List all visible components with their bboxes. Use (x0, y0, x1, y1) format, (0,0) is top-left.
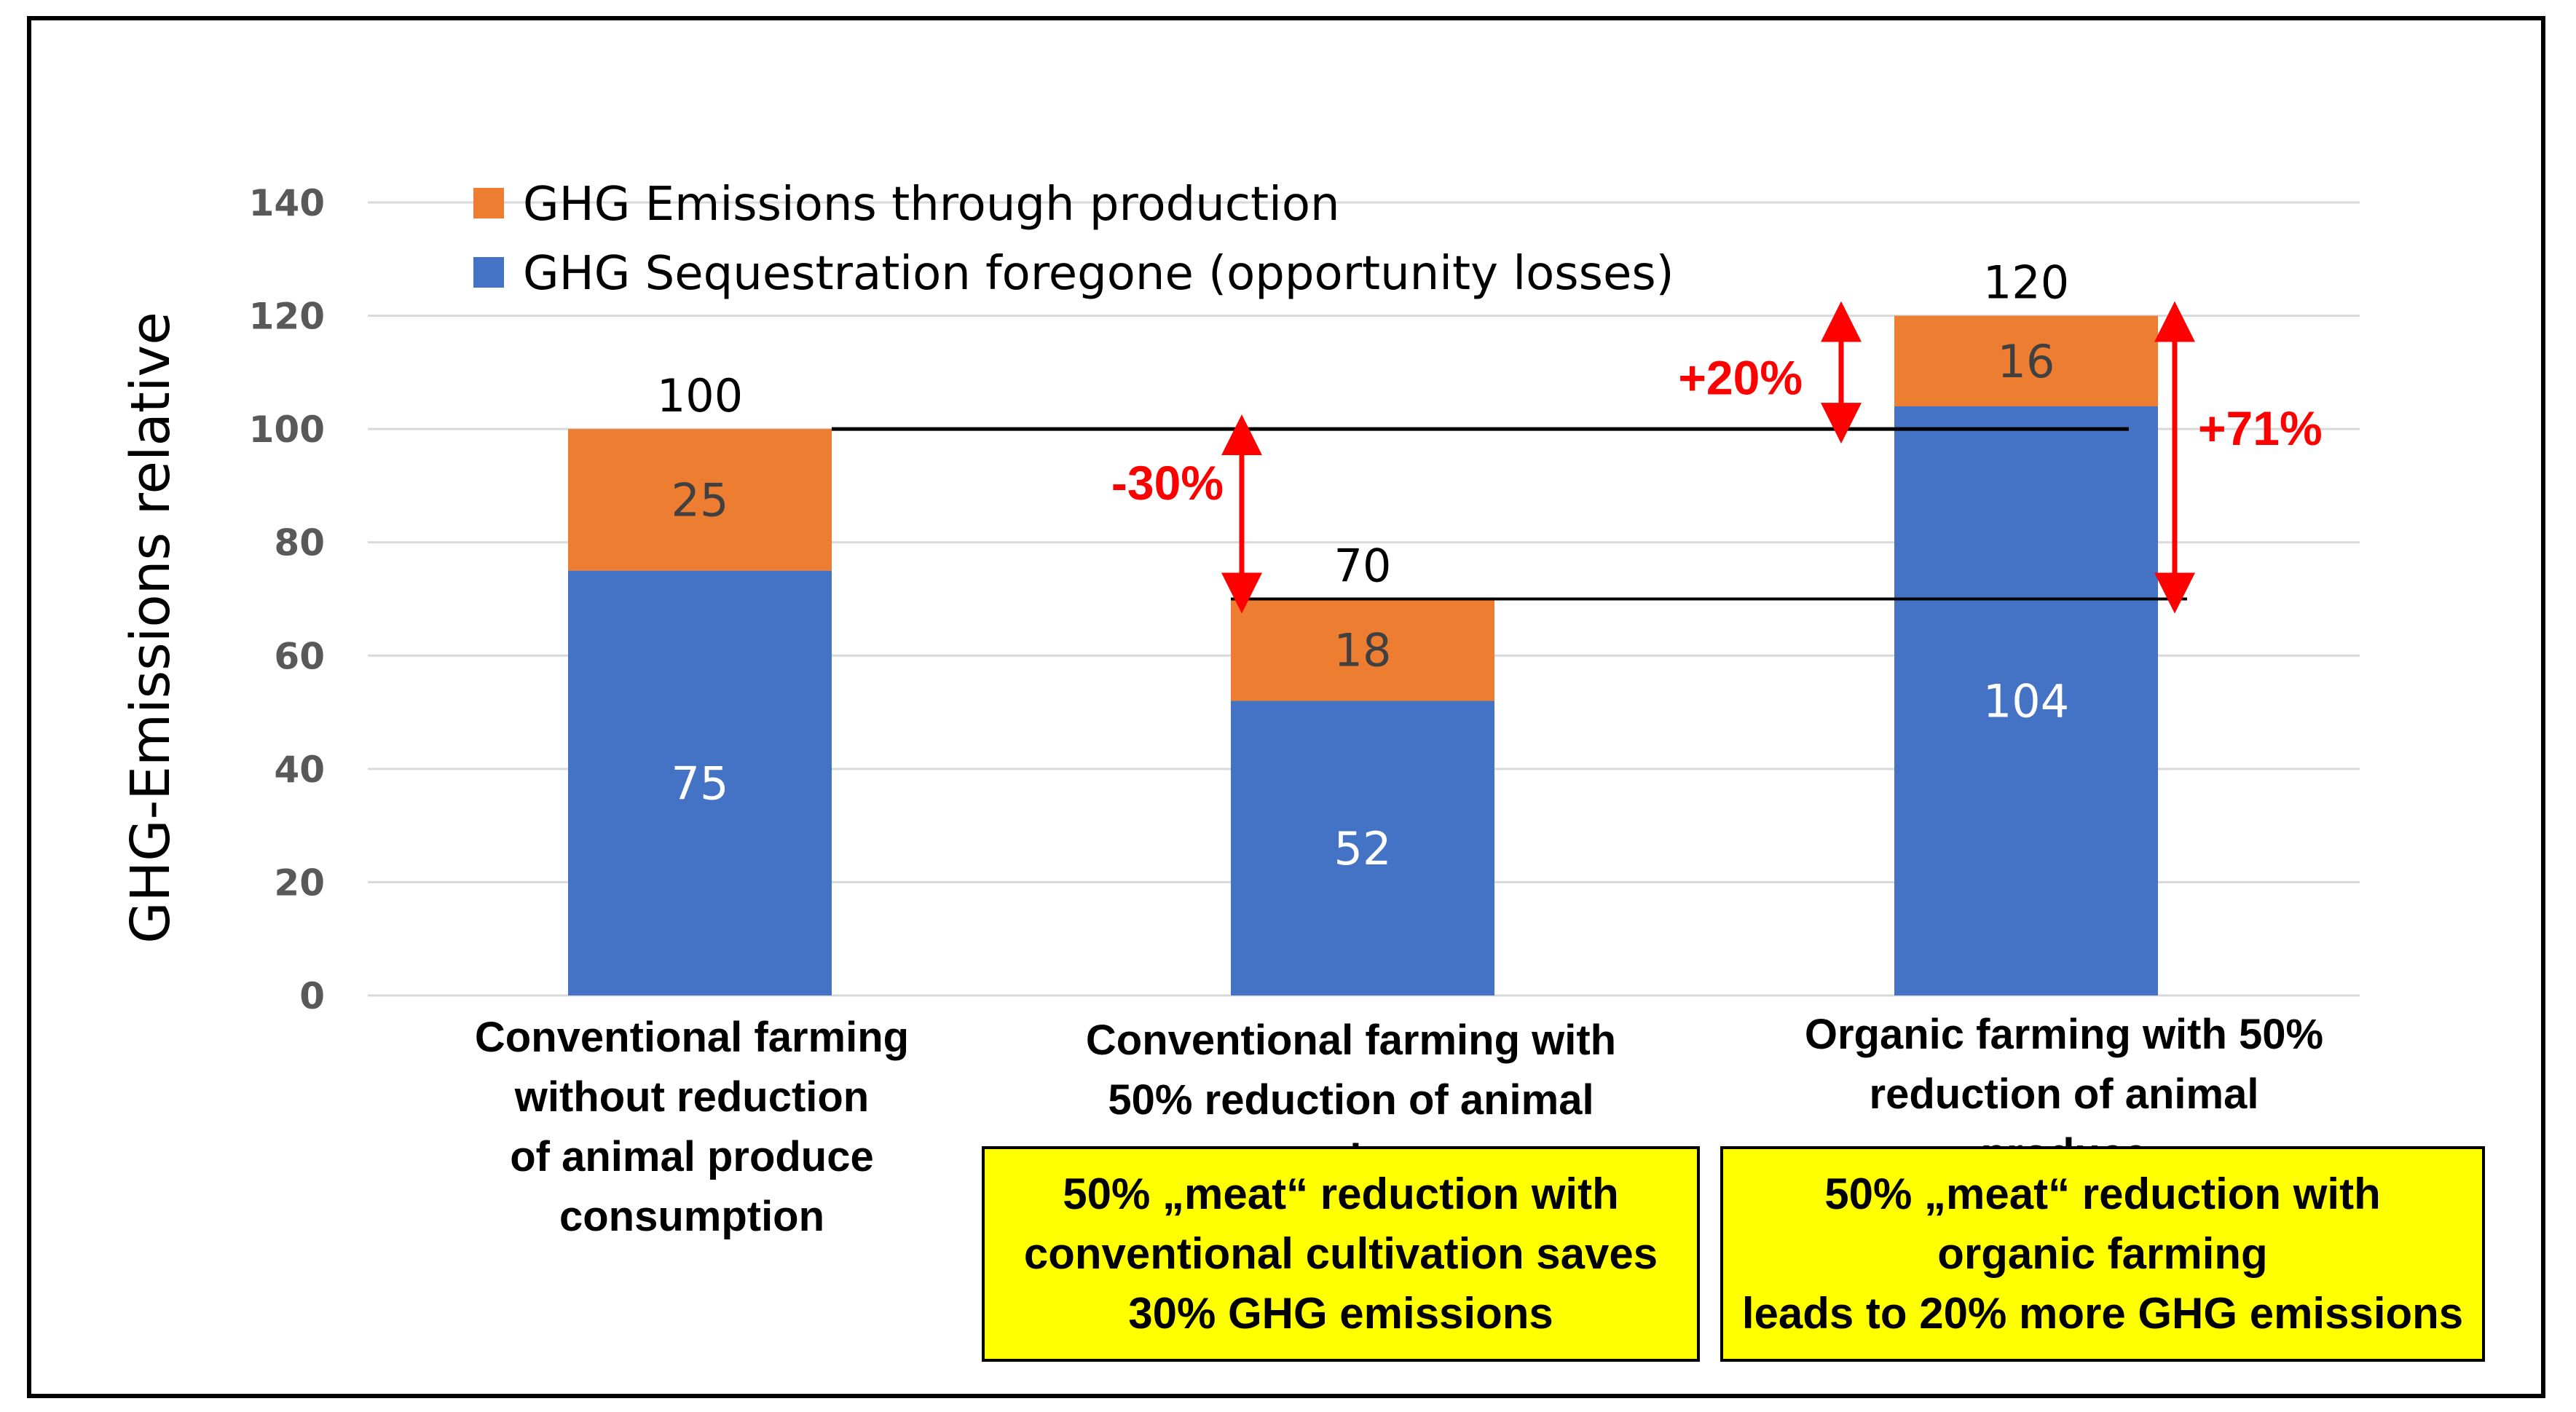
data-label-emissions-2: 16 (1998, 335, 2055, 388)
bar-segment-sequestration-1 (1231, 701, 1494, 995)
data-labels: 75 25 100 52 18 70 104 16 120 (657, 256, 2069, 875)
y-tick-label-0: 0 (299, 975, 325, 1017)
bar-segment-sequestration-2 (1894, 406, 2158, 995)
legend-label-emissions: GHG Emissions through production (523, 178, 1340, 232)
data-label-sequestration-0: 75 (671, 757, 729, 810)
total-label-1: 70 (1334, 540, 1392, 593)
bar-segment-emissions-2 (1894, 315, 2158, 407)
y-tick-label-80: 80 (274, 522, 325, 564)
data-label-emissions-1: 18 (1334, 624, 1392, 677)
percent-label-0: -30% (1111, 456, 1224, 510)
y-tick-label-20: 20 (274, 861, 325, 904)
legend-label-sequestration: GHG Sequestration foregone (opportunity … (523, 247, 1674, 301)
y-tick-label-140: 140 (249, 182, 325, 224)
percent-label-1: +20% (1678, 350, 1803, 404)
data-label-sequestration-1: 52 (1334, 822, 1392, 875)
reference-lines (832, 427, 2187, 601)
total-label-2: 120 (1983, 256, 2069, 309)
y-tick-label-100: 100 (249, 409, 325, 451)
percent-arrows: -30% +20% +71% (1111, 301, 2323, 614)
legend-swatch-emissions (473, 188, 504, 218)
y-tick-label-120: 120 (249, 296, 325, 338)
y-axis-ticks: 0 20 40 60 80 100 120 140 (249, 182, 325, 1017)
figure-frame (27, 16, 2545, 1398)
y-tick-label-60: 60 (274, 635, 325, 677)
bars (568, 315, 2158, 995)
category-label-conventional: Conventional farming without reduction o… (474, 1014, 910, 1240)
total-label-0: 100 (657, 369, 743, 422)
bar-segment-sequestration-0 (568, 570, 832, 995)
note-conventional-savings: 50% „meat“ reduction with conventional c… (982, 1146, 1700, 1362)
category-label-organic-reduced: Organic farming with 50% reduction of an… (1804, 1011, 2324, 1178)
percent-label-2: +71% (2198, 401, 2323, 455)
data-label-sequestration-2: 104 (1983, 675, 2069, 728)
legend-swatch-sequestration (473, 257, 504, 288)
y-axis-label: GHG-Emissions relative (119, 312, 182, 943)
bar-segment-emissions-0 (568, 429, 832, 571)
data-label-emissions-0: 25 (671, 473, 729, 526)
legend: GHG Emissions through production GHG Seq… (473, 178, 1674, 301)
note-organic-increase: 50% „meat“ reduction with organic farmin… (1720, 1146, 2485, 1362)
bar-segment-emissions-1 (1231, 599, 1494, 701)
y-tick-label-40: 40 (274, 749, 325, 791)
